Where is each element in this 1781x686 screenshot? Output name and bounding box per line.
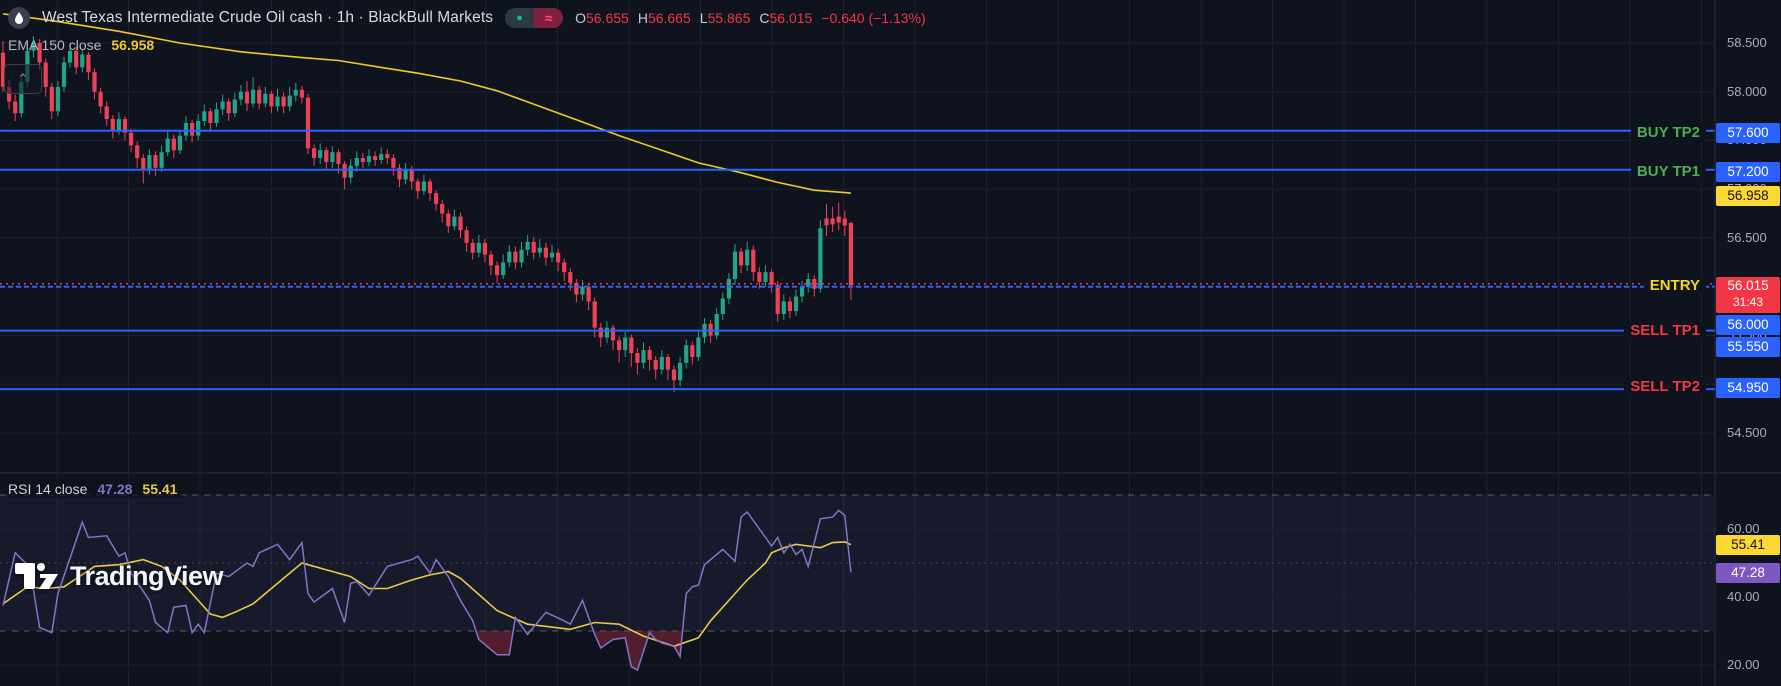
buy-tp1-price-badge: 57.200: [1716, 162, 1780, 182]
tradingview-logo-text: TradingView: [70, 560, 224, 591]
high-value: 56.665: [647, 10, 691, 26]
market-open-dot-icon: ●: [505, 8, 535, 28]
sell-tp1-price-badge: 55.550: [1716, 337, 1780, 357]
close-label: C: [759, 10, 770, 26]
buy-tp2-price-badge: 57.600: [1716, 123, 1780, 143]
tradingview-logo[interactable]: TradingView: [14, 560, 224, 592]
rsi-value-badge: 47.28: [1716, 563, 1780, 583]
rsi-ma-badge: 55.41: [1716, 535, 1780, 555]
bar-countdown: 31:43: [1732, 295, 1764, 309]
high-label: H: [637, 10, 648, 26]
price-tick: 58.500: [1727, 35, 1767, 50]
market-status-pill[interactable]: ● ≈: [505, 8, 564, 28]
entry-price-badge: 56.000: [1716, 315, 1780, 335]
entry-line-label[interactable]: ENTRY: [1643, 277, 1706, 295]
low-label: L: [699, 10, 708, 26]
price-scale[interactable]: 58.500 58.000 57.500 57.000 56.500 56.00…: [1716, 0, 1781, 686]
last-price-badge: 56.015 31:43: [1716, 277, 1780, 313]
close-value: 56.015: [769, 10, 813, 26]
rsi-tick: 60.00: [1727, 521, 1760, 536]
buy-tp2-line-label[interactable]: BUY TP2: [1630, 124, 1706, 142]
rsi-tick: 40.00: [1727, 589, 1760, 604]
chevron-up-icon: ⌃: [17, 71, 29, 86]
low-value: 55.865: [707, 10, 751, 26]
sell-tp2-line-label[interactable]: SELL TP2: [1624, 378, 1706, 396]
collapse-pane-button[interactable]: ⌃: [4, 64, 42, 94]
symbol-legend-row[interactable]: West Texas Intermediate Crude Oil cash ·…: [8, 6, 926, 30]
buy-tp1-line-label[interactable]: BUY TP1: [1630, 163, 1706, 181]
rsi-legend-value: 47.28: [97, 481, 133, 497]
rsi-legend-row[interactable]: RSI 14 close 47.28 55.41: [8, 480, 184, 498]
price-tick: 54.500: [1727, 425, 1767, 440]
ema-price-badge: 56.958: [1716, 186, 1780, 206]
last-price-value: 56.015: [1727, 278, 1769, 293]
ema-legend-row[interactable]: EMA 150 close 56.958: [8, 36, 154, 54]
sell-tp2-price-badge: 54.950: [1716, 378, 1780, 398]
oil-droplet-icon: [8, 7, 30, 29]
price-tick: 56.500: [1727, 230, 1767, 245]
symbol-title: West Texas Intermediate Crude Oil cash ·…: [42, 9, 494, 26]
ema-legend-label: EMA 150 close: [8, 37, 102, 53]
ohlc-readout: O56.655 H56.665 L55.865 C56.015 −0.640 (…: [575, 10, 926, 26]
ema-legend-value: 56.958: [111, 37, 155, 53]
tradingview-logo-mark-icon: [15, 563, 58, 589]
rsi-ma-legend-value: 55.41: [142, 481, 178, 497]
rsi-tick: 20.00: [1727, 657, 1760, 672]
rsi-legend-label: RSI 14 close: [8, 481, 88, 497]
change-value: −0.640 (−1.13%): [821, 10, 926, 26]
price-tick: 58.000: [1727, 84, 1767, 99]
open-label: O: [575, 10, 586, 26]
sell-tp1-line-label[interactable]: SELL TP1: [1624, 322, 1706, 340]
open-value: 56.655: [585, 10, 629, 26]
delayed-data-icon: ≈: [534, 8, 564, 28]
